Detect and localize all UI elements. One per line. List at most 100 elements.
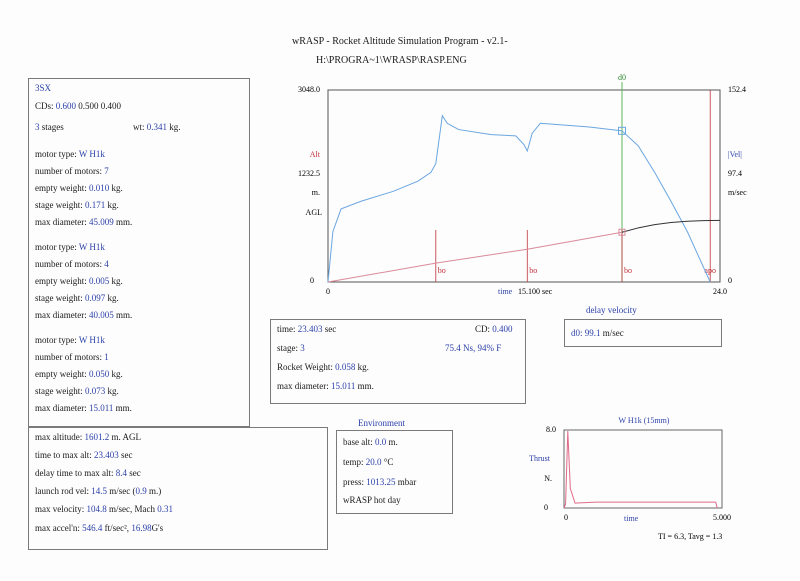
num-motors-value: 4 xyxy=(104,259,109,269)
x-tick-min: 0 xyxy=(326,287,330,296)
thrust-tick-zero: 0 xyxy=(544,503,548,512)
num-motors-value: 7 xyxy=(104,166,109,176)
velocity-cursor-square xyxy=(618,126,626,135)
max-diameter-value: 45.009 xyxy=(88,217,114,227)
max-accel-value: 546.4 xyxy=(82,523,103,533)
stage-weight-unit: kg. xyxy=(107,293,119,303)
max-accel-label: max accel'n: xyxy=(35,523,80,533)
num-motors-label: number of motors: xyxy=(35,166,102,176)
mach-value: 0.31 xyxy=(157,504,173,514)
stages-count: 3 xyxy=(35,122,40,132)
status-cd-label: CD: xyxy=(475,324,491,334)
max-altitude-unit: m. AGL xyxy=(111,432,142,442)
status-time-value: 23.403 xyxy=(297,324,323,334)
max-accel-g-unit: G's xyxy=(151,523,164,533)
empty-weight-label: empty weight: xyxy=(35,276,87,286)
motor-type-label: motor type: xyxy=(35,149,77,159)
thrust-unit: N. xyxy=(544,474,552,483)
motor-type-value: W H1k xyxy=(78,335,105,345)
delay-time-unit: sec xyxy=(129,468,141,478)
max-diameter-label: max diameter: xyxy=(35,217,87,227)
time-to-max-value: 23.403 xyxy=(94,450,119,460)
status-time-unit: sec xyxy=(324,324,337,334)
stage-weight-label: stage weight: xyxy=(35,386,83,396)
press-label: press: xyxy=(343,477,364,487)
delay-time-label: delay time to max alt: xyxy=(35,468,114,478)
num-motors-label: number of motors: xyxy=(35,259,102,269)
empty-weight-value: 0.010 xyxy=(89,183,110,193)
x-tick-max: 24.0 xyxy=(713,287,727,296)
alt-axis-label: Alt xyxy=(310,150,321,159)
max-velocity-unit: m/sec, Mach xyxy=(109,504,155,514)
vel-tick-mid: 97.4 xyxy=(728,169,742,178)
altitude-cursor-square xyxy=(618,228,626,236)
status-impulse: 75.4 Ns, 94% F xyxy=(445,343,502,353)
status-cd-value: 0.400 xyxy=(492,324,513,334)
status-diameter-value: 15.011 xyxy=(330,381,356,391)
stage-weight-value: 0.073 xyxy=(85,386,106,396)
empty-weight-value: 0.050 xyxy=(89,369,110,379)
max-altitude-label: max altitude: xyxy=(35,432,83,442)
max-accel-unit: ft/sec², xyxy=(104,523,130,533)
alt-unit-agl: AGL xyxy=(306,208,323,217)
delay-velocity-panel: d0: 99.1 m/sec xyxy=(564,319,722,347)
weight-label: wt: xyxy=(133,122,145,132)
stage-weight-label: stage weight: xyxy=(35,200,83,210)
temp-label: temp: xyxy=(343,457,364,467)
stage-weight-value: 0.171 xyxy=(85,200,106,210)
temp-value: 20.0 xyxy=(365,457,382,467)
rod-vel-unit: m/sec ( xyxy=(109,486,136,496)
empty-weight-value: 0.005 xyxy=(89,276,110,286)
series-line-tail xyxy=(621,219,721,233)
d0-value-label: d0: xyxy=(571,328,583,338)
alt-tick-zero: 0 xyxy=(310,276,314,285)
max-diameter-value: 40.005 xyxy=(88,310,114,320)
base-alt-value: 0.0 xyxy=(375,437,387,447)
max-velocity-label: max velocity: xyxy=(35,504,85,514)
stages-row: 3 stages xyxy=(35,122,64,132)
vel-tick-max: 152.4 xyxy=(728,85,746,94)
d0-label: d0 xyxy=(618,73,626,82)
vel-tick-zero: 0 xyxy=(728,276,732,285)
press-unit: mbar xyxy=(397,477,417,487)
base-alt-unit: m. xyxy=(388,437,398,447)
engine-file-path: H:\PROGRA~1\WRASP\RASP.ENG xyxy=(316,55,467,66)
rocket-weight-label: Rocket Weight: xyxy=(277,362,333,372)
num-motors-label: number of motors: xyxy=(35,352,102,362)
max-altitude-value: 1601.2 xyxy=(84,432,110,442)
cds-rest: 0.500 0.400 xyxy=(78,101,122,111)
alt-tick-max: 3048.0 xyxy=(298,85,320,94)
status-stage-value: 3 xyxy=(300,343,305,353)
thrust-curve-chart: W H1k (15mm) 8.0 Thrust N. 0 0 time 5.00… xyxy=(529,416,731,541)
status-panel: time: 23.403 sec CD: 0.400 stage: 3 75.4… xyxy=(270,319,526,404)
d0-unit: m/sec xyxy=(602,328,624,338)
motor-type-label: motor type: xyxy=(35,335,77,345)
rod-length-value: 0.9 xyxy=(135,486,147,496)
max-diameter-value: 15.011 xyxy=(88,403,114,413)
stage-weight-unit: kg. xyxy=(107,200,119,210)
delay-velocity-title: delay velocity xyxy=(586,305,637,315)
status-time-label: time: xyxy=(277,324,296,334)
environment-title: Environment xyxy=(358,418,405,428)
alt-unit-m: m. xyxy=(312,188,320,197)
empty-weight-unit: kg. xyxy=(111,276,123,286)
empty-weight-unit: kg. xyxy=(111,183,123,193)
marker-label-bo: bo xyxy=(624,266,632,275)
max-diameter-unit: mm. xyxy=(115,217,133,227)
d0-value: 99.1 xyxy=(584,328,601,338)
time-readout: 15.100 sec xyxy=(518,287,553,296)
status-stage-label: stage: xyxy=(277,343,298,353)
weight-unit: kg. xyxy=(169,122,181,132)
rocket-name: 3SX xyxy=(35,83,52,93)
time-to-max-unit: sec xyxy=(121,450,133,460)
altitude-velocity-chart: d0 3048.0 1232.5 0 Alt m. AGL 152.4 |Vel… xyxy=(298,73,747,296)
rocket-panel: 3SX CDs: 0.600 0.500 0.400 3 stages wt: … xyxy=(28,78,250,427)
status-diameter-label: max diameter: xyxy=(277,381,329,391)
thrust-footer: TI = 6.3, Tavg = 1.3 xyxy=(658,532,722,541)
max-diameter-label: max diameter: xyxy=(35,310,87,320)
status-diameter-unit: mm. xyxy=(357,381,374,391)
base-alt-label: base alt: xyxy=(343,437,373,447)
stages-label: stages xyxy=(41,122,64,132)
environment-panel: base alt: 0.0 m. temp: 20.0 °C press: 10… xyxy=(336,430,453,514)
marker-label-bo: bo xyxy=(529,266,537,275)
